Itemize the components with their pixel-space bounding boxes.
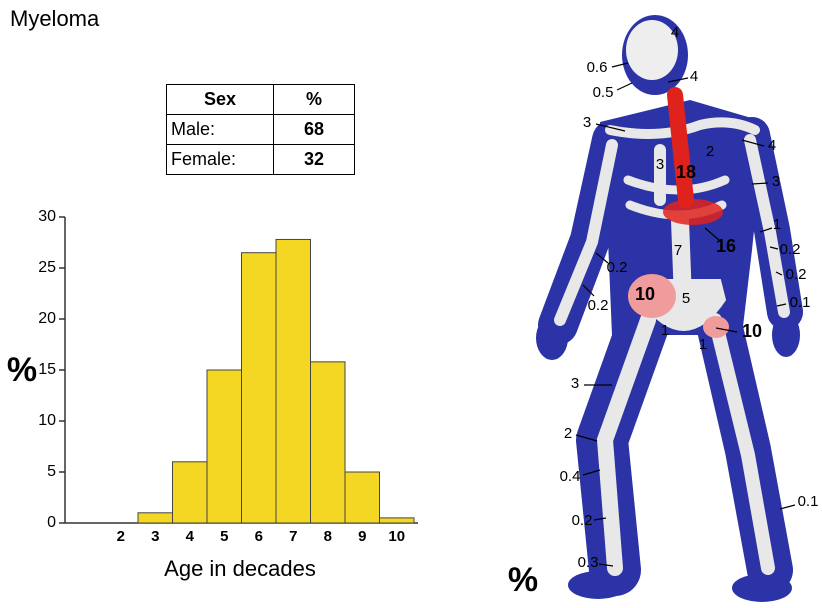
x-tick-label: 8 <box>324 528 332 545</box>
y-tick-label: 10 <box>38 412 56 429</box>
skeleton-label: 2 <box>706 143 714 160</box>
skeleton-unit: % <box>508 561 538 599</box>
skeleton-label: 0.2 <box>607 259 628 276</box>
x-tick-label: 3 <box>151 528 159 545</box>
leader-line <box>704 227 720 241</box>
x-tick-label: 10 <box>388 528 405 545</box>
leader-line <box>582 284 595 297</box>
leader-line <box>769 246 779 250</box>
skeleton-label: 3 <box>772 173 780 190</box>
bar <box>310 361 346 524</box>
leader-line <box>667 77 689 83</box>
skeleton-label: 16 <box>716 236 736 256</box>
leader-line <box>715 327 738 333</box>
skeleton-label: 1 <box>661 322 669 339</box>
y-axis-label: % <box>7 351 37 389</box>
x-tick-label: 5 <box>220 528 228 545</box>
x-tick-label: 9 <box>358 528 366 545</box>
x-tick-label: 6 <box>255 528 263 545</box>
table-cell: Male: <box>166 114 274 145</box>
y-tick-label: 5 <box>47 463 56 480</box>
skeleton-label: 4 <box>690 68 698 85</box>
skeleton-label: 0.2 <box>780 241 801 258</box>
leader-line <box>741 139 765 147</box>
leader-line <box>598 563 614 567</box>
skeleton-label: 0.6 <box>587 59 608 76</box>
table-cell: 32 <box>273 144 355 175</box>
y-tick-label: 30 <box>38 208 56 225</box>
leader-line <box>582 469 601 476</box>
leader-line <box>595 123 626 132</box>
lesions <box>628 87 729 338</box>
bar <box>344 471 380 524</box>
bar <box>172 461 208 524</box>
skeleton-label: 0.1 <box>798 493 819 510</box>
x-tick-label: 4 <box>186 528 195 545</box>
leader-line <box>611 62 629 68</box>
y-tick-label: 25 <box>38 259 56 276</box>
skeleton-label: 4 <box>768 137 776 154</box>
skeleton-label: 10 <box>742 321 762 341</box>
skeleton-label: 0.1 <box>790 294 811 311</box>
table-cell: Female: <box>166 144 274 175</box>
skeleton-label: 0.2 <box>588 297 609 314</box>
y-tick-label: 20 <box>38 310 56 327</box>
skeleton-label: 3 <box>571 375 579 392</box>
leader-line <box>779 504 796 510</box>
bar <box>137 512 173 524</box>
leader-line <box>776 303 787 307</box>
y-tick-label: 0 <box>47 514 56 531</box>
skeleton-label: 1 <box>699 336 707 353</box>
bar <box>379 517 415 524</box>
skeleton-label: 1 <box>773 216 781 233</box>
bar <box>241 252 277 524</box>
title: Myeloma <box>10 6 100 31</box>
skeleton <box>554 20 790 576</box>
skeleton-label: 18 <box>676 162 696 182</box>
y-tick-label: 15 <box>38 361 56 378</box>
skeleton-label: 7 <box>674 242 682 259</box>
x-tick-label: 2 <box>117 528 125 545</box>
bar <box>275 238 311 524</box>
skeleton-label: 0.2 <box>786 266 807 283</box>
x-axis-label: Age in decades <box>164 556 316 581</box>
skeleton-label: 0.5 <box>593 84 614 101</box>
leader-line <box>575 434 598 442</box>
bar <box>206 369 242 524</box>
leader-line <box>616 82 633 91</box>
table-header: % <box>273 84 355 115</box>
leader-line <box>751 182 769 185</box>
skeleton-label: 3 <box>583 114 591 131</box>
skeleton-label: 4 <box>671 24 679 41</box>
skeleton-label: 5 <box>682 290 690 307</box>
x-tick-label: 7 <box>289 528 297 545</box>
skeleton-label: 0.3 <box>578 554 599 571</box>
skeleton-label: 3 <box>656 156 664 173</box>
skeleton-label: 2 <box>564 425 572 442</box>
table-header: Sex <box>166 84 274 115</box>
leader-line <box>595 252 609 264</box>
leader-line <box>593 517 607 521</box>
skeleton-label: 10 <box>635 284 655 304</box>
table-cell: 68 <box>273 114 355 145</box>
leader-line <box>775 271 783 276</box>
skeleton-label: 0.4 <box>560 468 581 485</box>
leader-line <box>759 227 773 233</box>
sex-table: Sex% Male: 68 Female: 32 <box>166 84 355 175</box>
skeleton-label: 0.2 <box>572 512 593 529</box>
